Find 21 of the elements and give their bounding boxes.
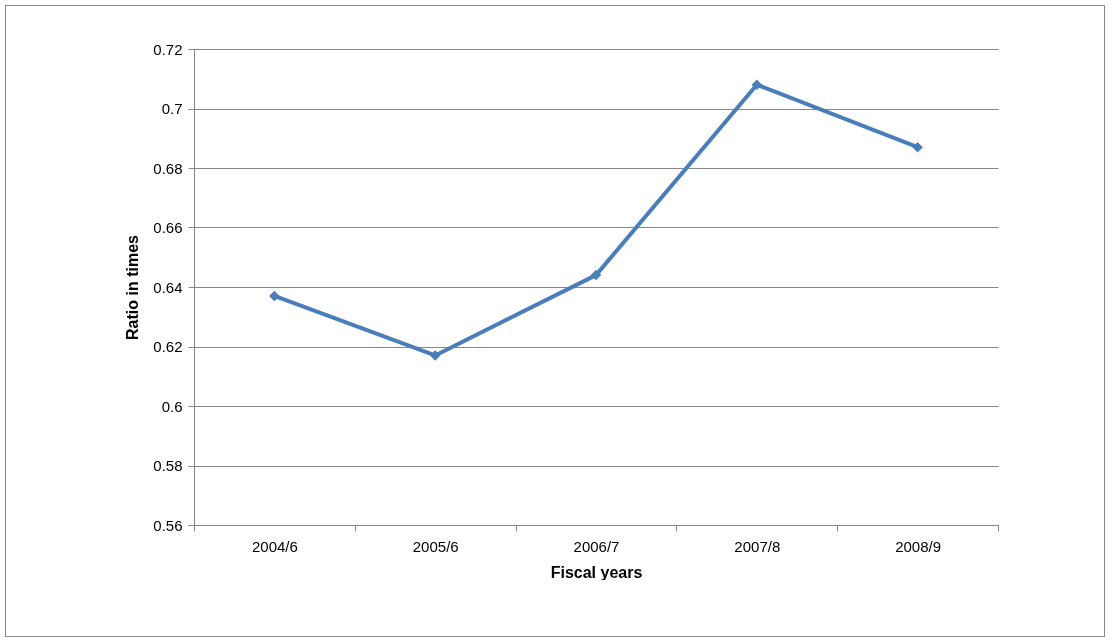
x-tick-label: 2005/6: [412, 537, 459, 555]
y-tick-label: 0.6: [161, 397, 183, 415]
y-tick-label: 0.66: [153, 219, 183, 236]
y-tick-label: 0.62: [153, 338, 183, 355]
x-tick-label: 2008/9: [895, 537, 942, 555]
point: [912, 141, 923, 153]
y-tick-label: 0.68: [153, 159, 183, 177]
y-tick-label: 0.72: [153, 40, 183, 58]
x-tick-label: 2007/8: [734, 537, 781, 555]
x-tick-label: 2004/6: [251, 537, 298, 555]
y-tick-label: 0.58: [153, 457, 183, 474]
point: [751, 79, 763, 90]
point: [429, 350, 441, 361]
x-tick-label: 2006/7: [573, 537, 620, 555]
y-tick-label: 0.7: [161, 100, 183, 117]
point: [269, 290, 280, 302]
y-tick-label: 0.64: [153, 278, 183, 296]
point: [590, 269, 602, 281]
y-tick-label: 0.56: [153, 516, 183, 534]
y-axis-title: Ratio in times: [124, 234, 142, 340]
x-axis-title: Fiscal years: [550, 563, 643, 581]
